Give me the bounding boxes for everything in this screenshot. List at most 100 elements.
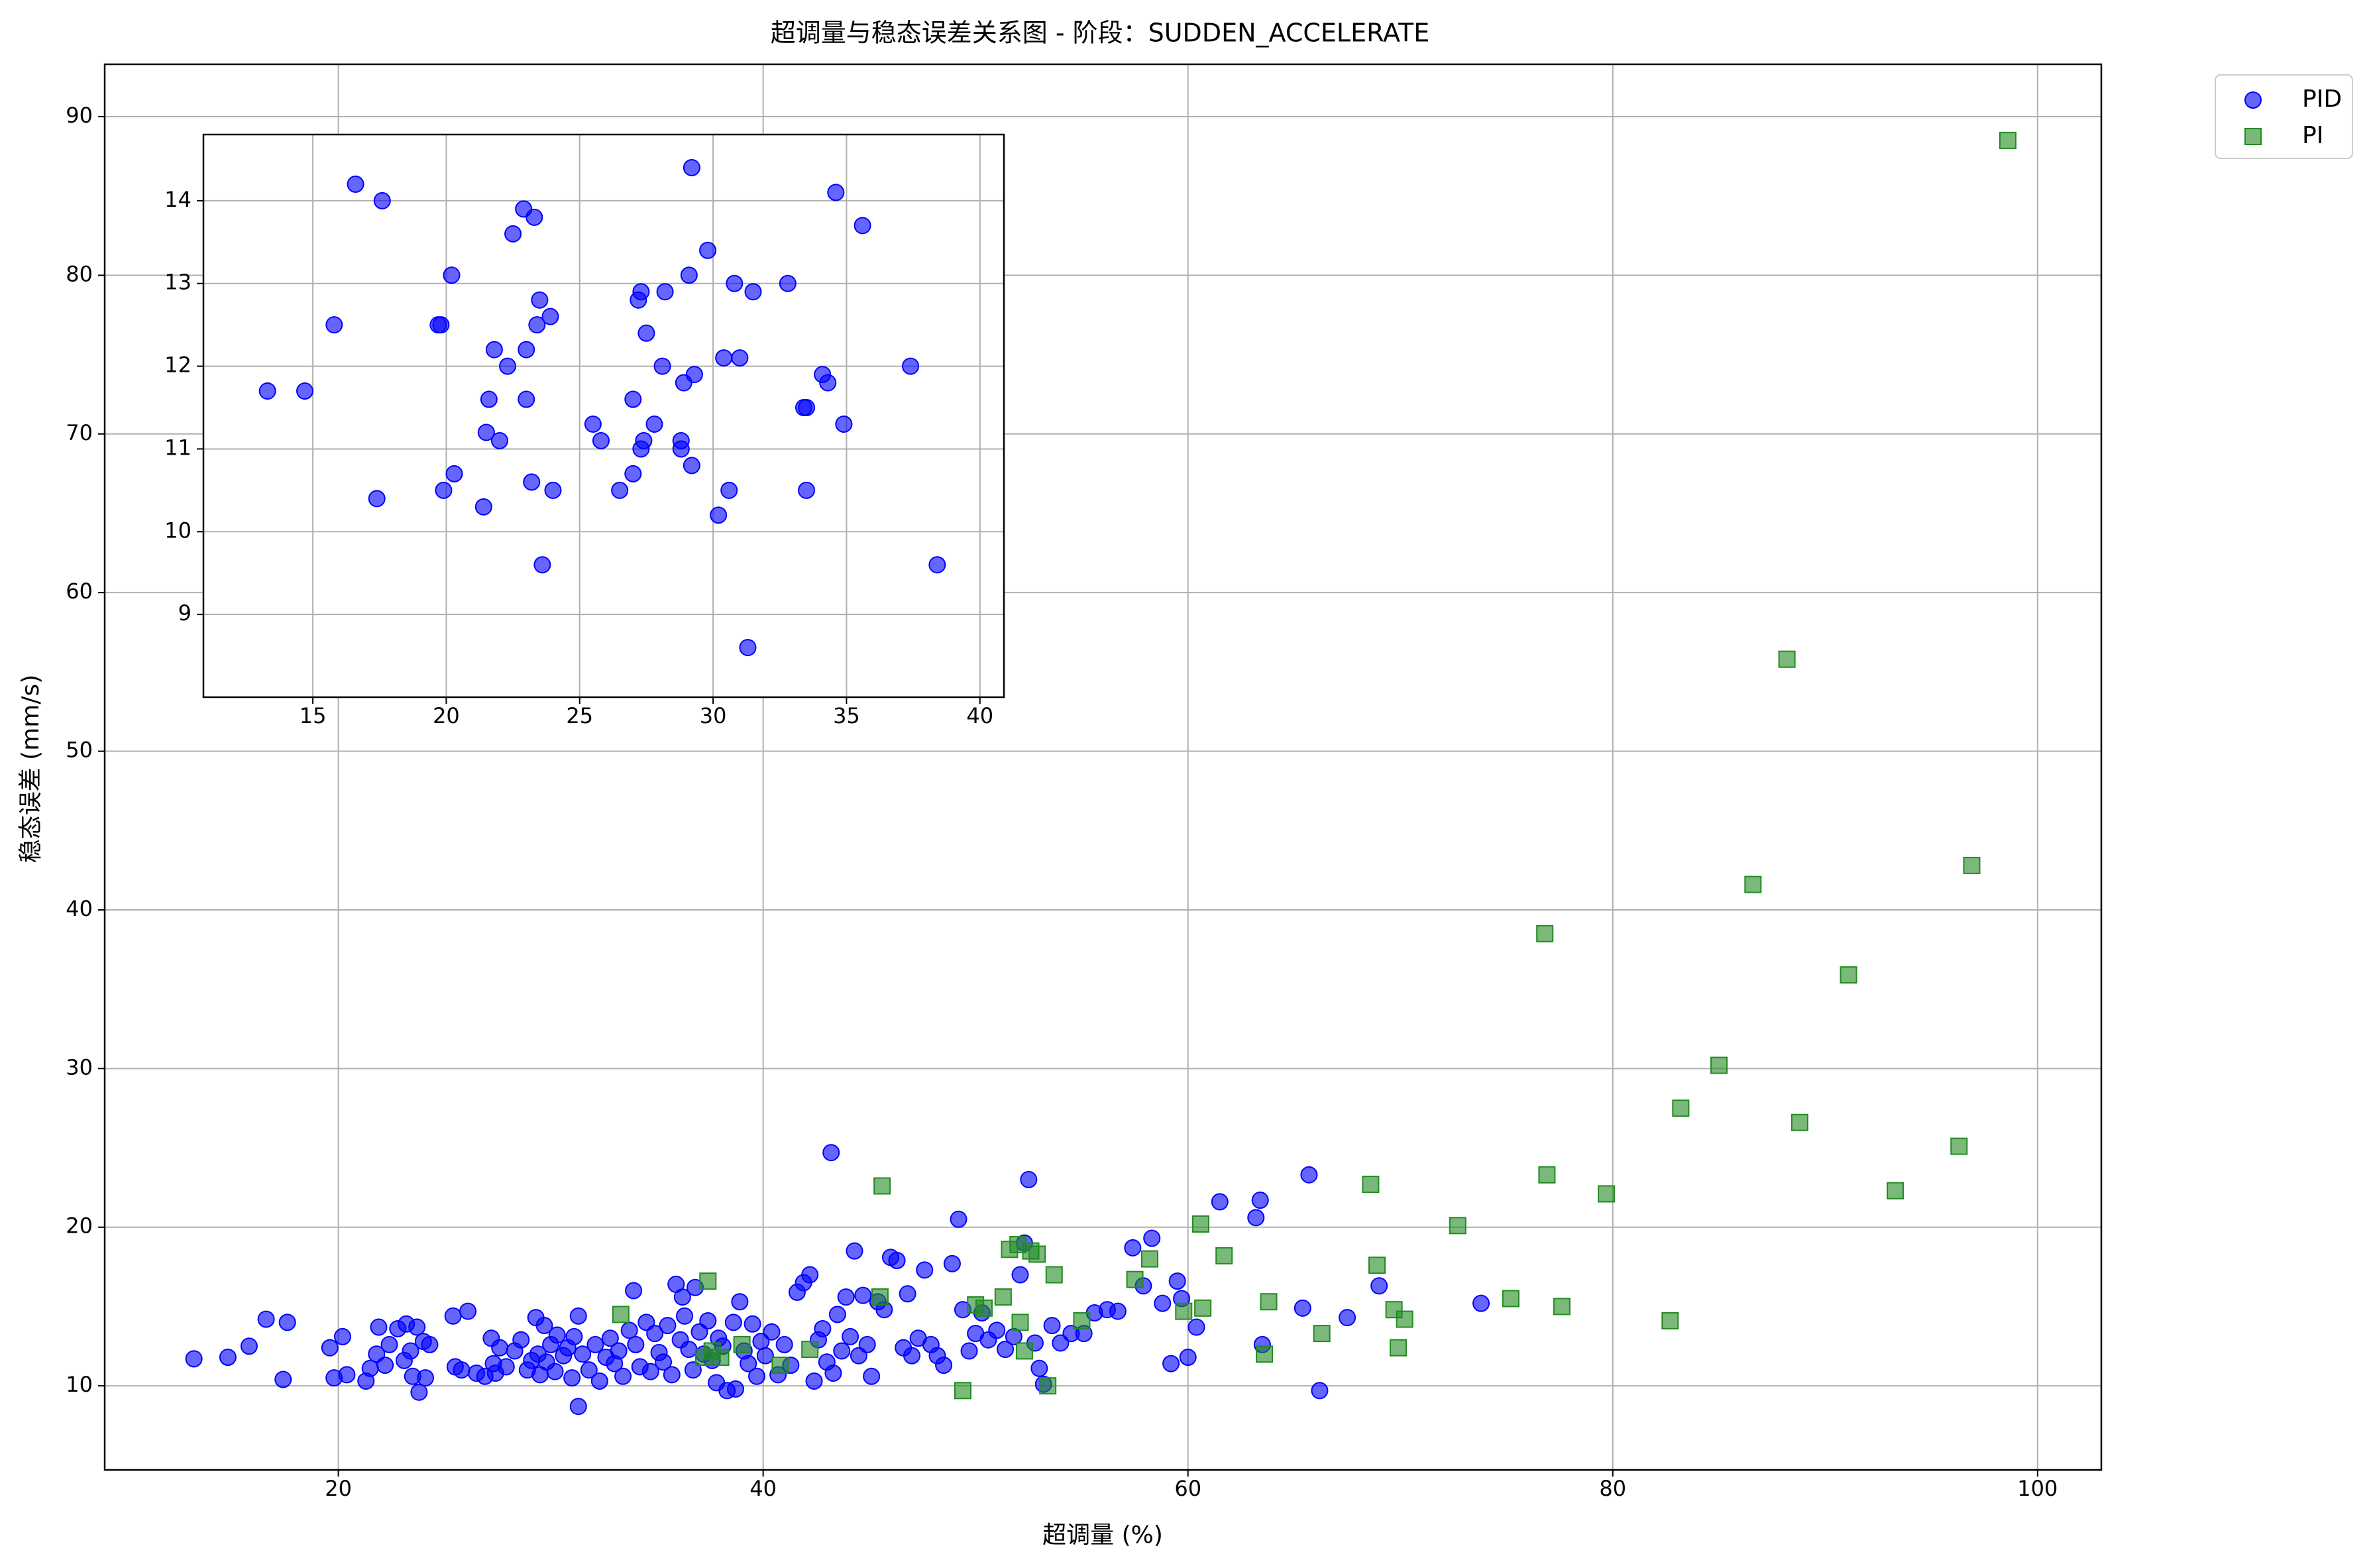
point-pi bbox=[1260, 1293, 1278, 1311]
point-pid bbox=[842, 1327, 859, 1345]
point-pi bbox=[1840, 966, 1857, 984]
point-series-0 bbox=[477, 423, 495, 441]
point-pid bbox=[278, 1314, 296, 1331]
point-pi bbox=[1368, 1257, 1386, 1274]
point-series-0 bbox=[637, 324, 655, 342]
point-pi bbox=[699, 1272, 717, 1290]
point-pi bbox=[1191, 1215, 1209, 1233]
point-series-0 bbox=[531, 291, 549, 309]
legend: PID PI bbox=[2215, 74, 2353, 159]
point-pid bbox=[916, 1261, 934, 1279]
legend-pid-label: PID bbox=[2302, 85, 2342, 113]
point-pi bbox=[1011, 1314, 1029, 1331]
point-pid bbox=[376, 1357, 394, 1374]
point-series-0 bbox=[632, 283, 650, 301]
inset-chart: 15 20 25 30 35 40 9 10 11 12 13 14 bbox=[164, 133, 1005, 728]
point-series-0 bbox=[672, 431, 690, 449]
point-pi bbox=[1672, 1099, 1690, 1117]
point-pid bbox=[805, 1372, 823, 1390]
point-pid bbox=[1043, 1317, 1061, 1335]
point-pid bbox=[219, 1349, 237, 1367]
point-pid bbox=[1300, 1166, 1318, 1184]
point-pid bbox=[659, 1317, 677, 1335]
point-series-0 bbox=[584, 415, 602, 433]
point-pi bbox=[1194, 1299, 1212, 1317]
y-tick-label: 50 bbox=[66, 738, 93, 763]
legend-pi-marker bbox=[2244, 128, 2262, 145]
y-tick-label: 90 bbox=[66, 103, 93, 128]
point-pi bbox=[871, 1288, 889, 1306]
point-pid bbox=[625, 1282, 643, 1300]
point-pid bbox=[185, 1350, 203, 1368]
point-series-0 bbox=[744, 283, 762, 301]
point-pid bbox=[610, 1342, 628, 1360]
point-series-0 bbox=[523, 473, 541, 491]
point-pid bbox=[574, 1345, 592, 1363]
point-series-0 bbox=[435, 481, 453, 499]
point-series-0 bbox=[656, 283, 674, 301]
point-pid bbox=[1211, 1193, 1229, 1211]
point-series-0 bbox=[368, 490, 386, 508]
point-pi bbox=[1256, 1345, 1274, 1363]
point-pid bbox=[863, 1367, 881, 1385]
point-series-0 bbox=[525, 208, 543, 226]
point-pid bbox=[763, 1323, 781, 1341]
point-pid bbox=[814, 1319, 832, 1337]
y-tick-label: 14 bbox=[164, 187, 192, 212]
point-pi bbox=[1362, 1176, 1380, 1194]
x-tick-label: 25 bbox=[566, 703, 593, 728]
point-pid bbox=[408, 1318, 426, 1336]
point-series-0 bbox=[485, 341, 503, 359]
point-pid bbox=[338, 1366, 356, 1384]
y-tick-label: 13 bbox=[164, 270, 192, 295]
point-pi bbox=[1538, 1166, 1556, 1184]
point-pi bbox=[873, 1177, 891, 1195]
point-pi bbox=[1791, 1113, 1808, 1131]
point-series-0 bbox=[504, 225, 522, 243]
point-pid bbox=[801, 1266, 819, 1284]
point-pid bbox=[1251, 1192, 1269, 1209]
point-pid bbox=[903, 1347, 921, 1365]
point-pi bbox=[1028, 1245, 1046, 1263]
point-pid bbox=[824, 1364, 842, 1382]
point-pid bbox=[497, 1358, 515, 1376]
point-series-0 bbox=[480, 390, 498, 408]
point-pid bbox=[1052, 1334, 1070, 1352]
point-series-0 bbox=[739, 639, 757, 657]
point-pid bbox=[724, 1314, 742, 1331]
y-tick-label: 40 bbox=[66, 896, 93, 921]
point-pid bbox=[512, 1331, 530, 1349]
y-tick-label: 70 bbox=[66, 420, 93, 445]
point-pid bbox=[590, 1372, 608, 1390]
point-series-0 bbox=[443, 266, 461, 284]
point-pi bbox=[1502, 1290, 1519, 1308]
point-pi bbox=[1598, 1185, 1616, 1203]
point-series-0 bbox=[611, 481, 629, 499]
point-pid bbox=[240, 1337, 258, 1355]
point-pid bbox=[565, 1327, 583, 1345]
point-pi bbox=[1396, 1310, 1413, 1328]
point-pid bbox=[627, 1335, 645, 1353]
point-series-0 bbox=[680, 266, 698, 284]
point-series-0 bbox=[798, 481, 816, 499]
point-series-0 bbox=[296, 382, 314, 400]
point-pid bbox=[748, 1367, 766, 1385]
y-tick-label: 60 bbox=[66, 579, 93, 604]
point-pid bbox=[680, 1341, 698, 1359]
point-series-0 bbox=[499, 357, 517, 375]
point-pi bbox=[1215, 1247, 1233, 1264]
point-pid bbox=[988, 1321, 1006, 1339]
point-pid bbox=[1370, 1277, 1388, 1295]
point-series-0 bbox=[624, 390, 642, 408]
inset-ticks: 15 20 25 30 35 40 9 10 11 12 13 14 bbox=[164, 187, 993, 728]
point-series-0 bbox=[490, 431, 508, 449]
point-pi bbox=[1073, 1312, 1091, 1329]
point-pi bbox=[1141, 1250, 1159, 1268]
point-pid bbox=[744, 1315, 761, 1333]
point-pi bbox=[1175, 1302, 1193, 1320]
point-series-0 bbox=[928, 556, 946, 574]
point-pid bbox=[935, 1357, 953, 1374]
point-series-0 bbox=[835, 415, 853, 433]
point-pid bbox=[846, 1242, 863, 1260]
